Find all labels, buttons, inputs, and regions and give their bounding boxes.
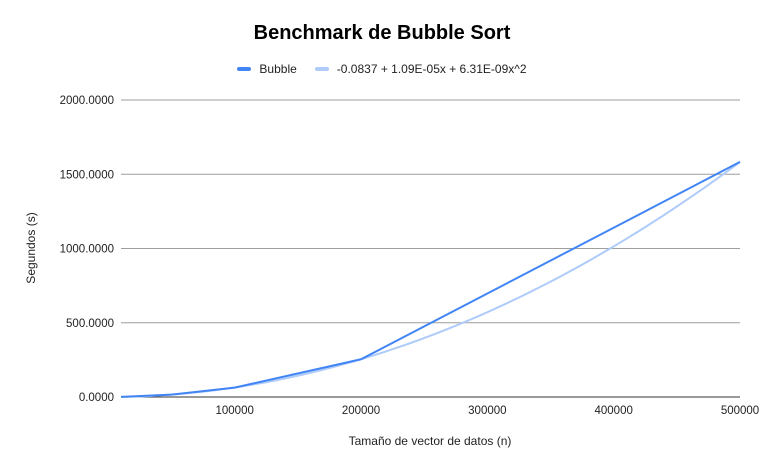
trendline-series-line — [120, 161, 741, 398]
grid-lines — [121, 99, 740, 398]
x-tick-label: 500000 — [721, 405, 759, 417]
legend-label-trendline: -0.0837 + 1.09E-05x + 6.31E-09x^2 — [336, 62, 527, 76]
x-tick-label: 200000 — [342, 405, 380, 417]
legend-swatch-bubble — [237, 67, 252, 71]
y-tick-label: 500.0000 — [66, 318, 114, 330]
x-axis-ticks: 100000 200000 300000 400000 500000 — [216, 405, 760, 417]
y-axis-label: Segundos (s) — [24, 212, 38, 283]
y-tick-label: 0.0000 — [79, 392, 114, 404]
legend-label-bubble: Bubble — [259, 62, 297, 76]
y-axis-ticks: 0.0000 500.0000 1000.0000 1500.0000 2000.000… — [60, 95, 114, 404]
chart-title: Benchmark de Bubble Sort — [253, 22, 511, 44]
legend-item-bubble[interactable]: Bubble — [237, 62, 297, 76]
y-tick-label: 1500.0000 — [60, 169, 114, 181]
y-tick-label: 2000.0000 — [60, 95, 114, 107]
legend: Bubble -0.0837 + 1.09E-05x + 6.31E-09x^2 — [0, 62, 764, 76]
x-tick-label: 400000 — [594, 405, 632, 417]
legend-item-trendline[interactable]: -0.0837 + 1.09E-05x + 6.31E-09x^2 — [314, 62, 527, 76]
bubble-series-line — [120, 161, 741, 398]
series-layer — [120, 161, 741, 398]
x-tick-label: 300000 — [468, 405, 506, 417]
legend-swatch-trendline — [314, 67, 329, 71]
x-tick-label: 100000 — [216, 405, 254, 417]
y-tick-label: 1000.0000 — [60, 244, 114, 256]
x-axis-label: Tamaño de vector de datos (n) — [349, 434, 512, 448]
